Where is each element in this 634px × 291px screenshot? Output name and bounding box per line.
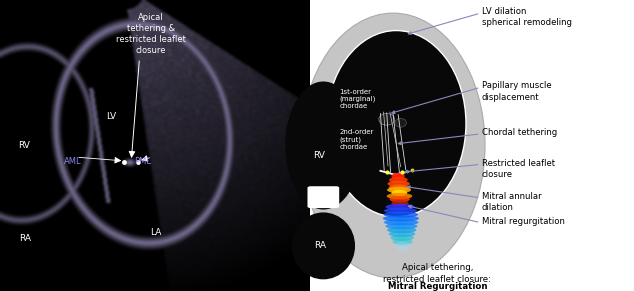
Ellipse shape	[285, 81, 361, 210]
Ellipse shape	[395, 242, 411, 249]
Ellipse shape	[327, 31, 466, 217]
Ellipse shape	[385, 223, 417, 229]
Ellipse shape	[392, 238, 413, 245]
Ellipse shape	[391, 200, 408, 206]
Text: Chordal tethering: Chordal tethering	[482, 128, 557, 137]
Ellipse shape	[391, 173, 404, 179]
Text: PML: PML	[134, 157, 151, 166]
Ellipse shape	[387, 227, 417, 233]
FancyBboxPatch shape	[307, 186, 339, 208]
Ellipse shape	[301, 13, 485, 278]
Text: 2nd-order
(strut)
chordae: 2nd-order (strut) chordae	[339, 129, 373, 150]
Text: LV: LV	[106, 112, 116, 121]
Ellipse shape	[389, 177, 408, 183]
Ellipse shape	[387, 180, 410, 187]
Text: RV: RV	[18, 141, 30, 150]
Text: LV dilation
spherical remodeling: LV dilation spherical remodeling	[482, 7, 572, 27]
Ellipse shape	[383, 215, 419, 222]
Bar	[0, 0, 309, 291]
Text: Restricted leaflet
closure: Restricted leaflet closure	[482, 159, 555, 179]
Text: RV: RV	[313, 151, 325, 160]
Text: 1st-order
(marginal)
chordae: 1st-order (marginal) chordae	[339, 89, 375, 109]
Ellipse shape	[398, 246, 408, 253]
Text: AML: AML	[64, 157, 82, 166]
Ellipse shape	[387, 193, 412, 199]
Ellipse shape	[384, 207, 417, 214]
Text: Apical tethering,
restricted leaflet closure:: Apical tethering, restricted leaflet clo…	[384, 263, 491, 284]
Text: RA: RA	[20, 234, 31, 243]
Ellipse shape	[384, 211, 418, 218]
Text: Papillary muscle
displacement: Papillary muscle displacement	[482, 81, 552, 102]
Ellipse shape	[387, 187, 411, 193]
Ellipse shape	[395, 118, 406, 127]
Ellipse shape	[391, 235, 414, 241]
Text: Mitral regurgitation: Mitral regurgitation	[482, 217, 565, 226]
Ellipse shape	[385, 204, 415, 210]
Ellipse shape	[389, 196, 410, 203]
Text: RA: RA	[314, 242, 326, 250]
Ellipse shape	[379, 113, 394, 125]
Text: LA: LA	[150, 228, 161, 237]
Ellipse shape	[391, 190, 407, 196]
Ellipse shape	[292, 212, 355, 279]
Text: Mitral Regurgitation: Mitral Regurgitation	[388, 282, 487, 291]
Text: Mitral annular
dilation: Mitral annular dilation	[482, 192, 541, 212]
Ellipse shape	[384, 219, 418, 226]
Ellipse shape	[389, 231, 415, 237]
Ellipse shape	[389, 184, 409, 191]
Text: Apical
tethering &
restricted leaflet
closure: Apical tethering & restricted leaflet cl…	[116, 13, 186, 55]
